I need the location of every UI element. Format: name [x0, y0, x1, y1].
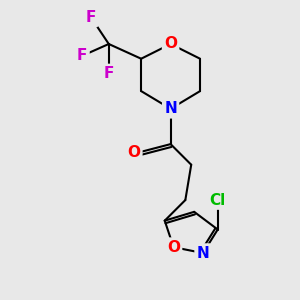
- Text: O: O: [164, 37, 177, 52]
- Text: O: O: [167, 240, 180, 255]
- Text: N: N: [196, 246, 209, 261]
- Text: O: O: [127, 146, 140, 160]
- Text: F: F: [103, 66, 114, 81]
- Text: N: N: [164, 101, 177, 116]
- Text: Cl: Cl: [210, 193, 226, 208]
- Text: F: F: [77, 48, 88, 63]
- Text: F: F: [86, 10, 96, 25]
